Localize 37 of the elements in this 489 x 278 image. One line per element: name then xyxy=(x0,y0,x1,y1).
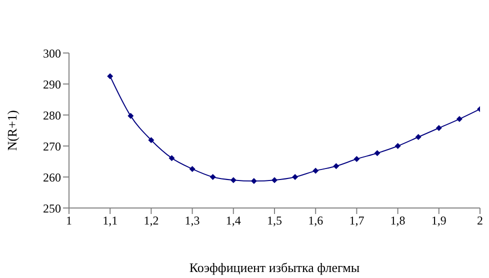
point xyxy=(394,143,401,149)
point xyxy=(210,174,216,180)
point xyxy=(312,168,319,174)
point xyxy=(354,156,360,162)
point xyxy=(374,150,380,156)
x-tick-label: 1,6 xyxy=(308,214,324,228)
y-tick-label: 270 xyxy=(43,139,61,154)
point xyxy=(148,137,154,144)
point xyxy=(292,174,298,180)
x-tick-label: 1,1 xyxy=(102,214,118,228)
point xyxy=(272,177,278,184)
point xyxy=(333,163,340,170)
y-tick-label: 250 xyxy=(43,201,61,216)
x-tick-label: 1,5 xyxy=(267,214,282,228)
y-tick-label: 290 xyxy=(43,77,61,92)
y-tick-label: 260 xyxy=(43,170,61,184)
x-tick-label: 1,7 xyxy=(349,214,364,228)
y-tick-label: 300 xyxy=(43,46,61,60)
point xyxy=(456,116,462,122)
x-tick-label: 1,4 xyxy=(226,214,241,228)
x-tick-label: 1,8 xyxy=(390,214,406,228)
x-tick-label: 1,3 xyxy=(184,214,200,228)
x-tick-label: 1,2 xyxy=(144,214,159,228)
point xyxy=(250,178,257,184)
point xyxy=(168,155,175,162)
x-tick-label: 1 xyxy=(66,214,72,228)
point xyxy=(230,177,236,184)
point xyxy=(415,134,422,140)
point xyxy=(128,112,134,119)
y-axis-title: N(R+1) xyxy=(4,110,20,151)
y-tick-label: 280 xyxy=(43,108,61,122)
x-tick-label: 2 xyxy=(477,214,483,228)
point xyxy=(189,166,196,172)
x-tick-label: 1,9 xyxy=(431,214,446,228)
x-axis-title: Коэффициент избытка флегмы xyxy=(189,260,360,275)
point xyxy=(107,73,114,80)
point xyxy=(436,125,442,132)
